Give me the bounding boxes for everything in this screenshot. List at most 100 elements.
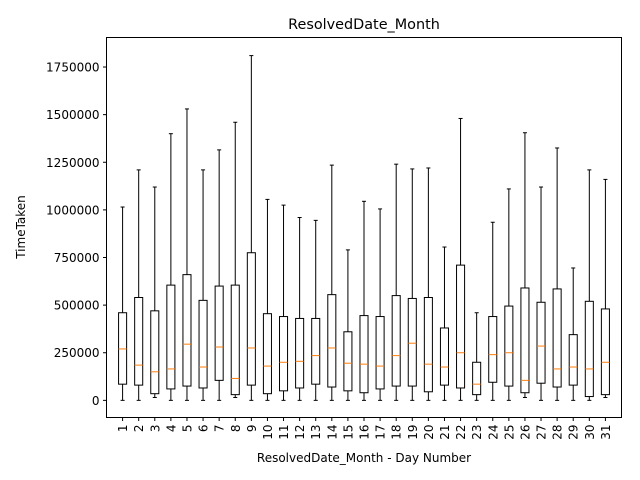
box-iqr	[343, 331, 353, 392]
y-tick-label: 250000	[54, 346, 100, 360]
x-tick-label: 20	[422, 425, 436, 440]
x-tick-label: 31	[599, 425, 613, 440]
x-tick-label: 7	[213, 425, 227, 433]
box-iqr	[295, 317, 305, 389]
box-iqr	[456, 264, 466, 389]
box-day-4	[166, 133, 176, 401]
box-day-1	[118, 206, 128, 401]
plot-frame	[106, 37, 622, 418]
box-day-27	[536, 186, 546, 401]
x-tick-label: 14	[325, 425, 339, 440]
y-tick-label: 1500000	[46, 108, 99, 122]
box-iqr	[568, 334, 578, 386]
y-tick-label: 750000	[54, 251, 100, 265]
box-iqr	[407, 297, 417, 387]
box-iqr	[536, 301, 546, 384]
x-tick-label: 21	[438, 425, 452, 440]
box-day-15	[343, 249, 353, 401]
box-day-13	[311, 219, 321, 401]
x-tick-label: 28	[551, 425, 565, 440]
box-day-5	[182, 108, 192, 401]
box-day-23	[472, 312, 482, 401]
x-tick-label: 1	[116, 425, 130, 433]
x-tick-label: 5	[180, 425, 194, 433]
x-tick-label: 22	[454, 425, 468, 440]
box-day-25	[504, 188, 514, 401]
box-iqr	[198, 299, 208, 389]
box-iqr	[600, 308, 610, 396]
boxes-layer	[118, 55, 610, 401]
y-axis-label: TimeTaken	[14, 195, 28, 260]
box-iqr	[230, 284, 240, 396]
chart-title: ResolvedDate_Month	[288, 17, 440, 33]
box-iqr	[423, 297, 433, 393]
box-iqr	[246, 252, 256, 386]
box-day-2	[134, 169, 144, 401]
x-axis-label: ResolvedDate_Month - Day Number	[257, 451, 471, 465]
box-iqr	[359, 315, 369, 394]
box-day-19	[407, 168, 417, 401]
x-tick-label: 15	[341, 425, 355, 440]
box-iqr	[375, 316, 385, 390]
box-day-14	[327, 164, 337, 401]
x-tick-label: 10	[261, 425, 275, 440]
x-tick-label: 12	[293, 425, 307, 440]
y-axis: 0 250000 500000 750000 1000000 1250000 1500000…	[46, 61, 107, 408]
box-day-24	[488, 221, 498, 401]
x-tick-label: 18	[390, 425, 404, 440]
x-tick-label: 9	[245, 425, 259, 433]
box-iqr	[182, 274, 192, 387]
box-day-21	[439, 246, 449, 401]
box-iqr	[166, 284, 176, 390]
y-tick-label: 500000	[54, 299, 100, 313]
x-tick-label: 13	[309, 425, 323, 440]
x-tick-label: 6	[197, 425, 211, 433]
box-iqr	[311, 317, 321, 385]
box-iqr	[439, 327, 449, 386]
box-day-26	[520, 132, 530, 398]
x-tick-label: 29	[567, 425, 581, 440]
box-day-30	[584, 169, 594, 401]
y-tick-label: 0	[92, 394, 100, 408]
box-day-31	[600, 178, 610, 398]
x-tick-label: 27	[535, 425, 549, 440]
box-day-11	[279, 204, 289, 401]
x-tick-label: 24	[486, 425, 500, 440]
box-day-29	[568, 267, 578, 401]
x-axis: 1 2 3 4 5 6 7 8 9 10 11 12 13 14 15 16 17 18 19 20 21 22 23 24 2…	[116, 417, 613, 440]
box-day-22	[456, 117, 466, 401]
box-day-7	[214, 149, 224, 401]
x-tick-label: 11	[277, 425, 291, 440]
x-tick-label: 3	[148, 425, 162, 433]
x-tick-label: 19	[406, 425, 420, 440]
x-tick-label: 26	[518, 425, 532, 440]
box-iqr	[552, 288, 562, 388]
box-iqr	[327, 294, 337, 388]
box-iqr	[391, 295, 401, 387]
y-tick-label: 1750000	[46, 61, 99, 75]
x-tick-label: 30	[583, 425, 597, 440]
box-iqr	[150, 310, 160, 395]
box-iqr	[214, 285, 224, 381]
box-day-18	[391, 163, 401, 401]
y-tick-label: 1250000	[46, 156, 99, 170]
x-tick-label: 4	[164, 425, 178, 433]
x-tick-label: 2	[132, 425, 146, 433]
box-day-8	[230, 121, 240, 398]
box-iqr	[504, 305, 514, 387]
box-iqr	[472, 361, 482, 396]
x-tick-label: 17	[374, 425, 388, 440]
box-day-28	[552, 147, 562, 401]
x-tick-label: 16	[358, 425, 372, 440]
x-tick-label: 25	[502, 425, 516, 440]
box-day-9	[246, 55, 256, 401]
box-iqr	[134, 297, 144, 386]
box-iqr	[520, 287, 530, 394]
y-tick-label: 1000000	[46, 203, 99, 217]
x-tick-label: 8	[229, 425, 243, 433]
box-day-20	[423, 167, 433, 401]
box-iqr	[262, 313, 272, 395]
box-day-12	[295, 217, 305, 401]
box-day-16	[359, 200, 369, 401]
